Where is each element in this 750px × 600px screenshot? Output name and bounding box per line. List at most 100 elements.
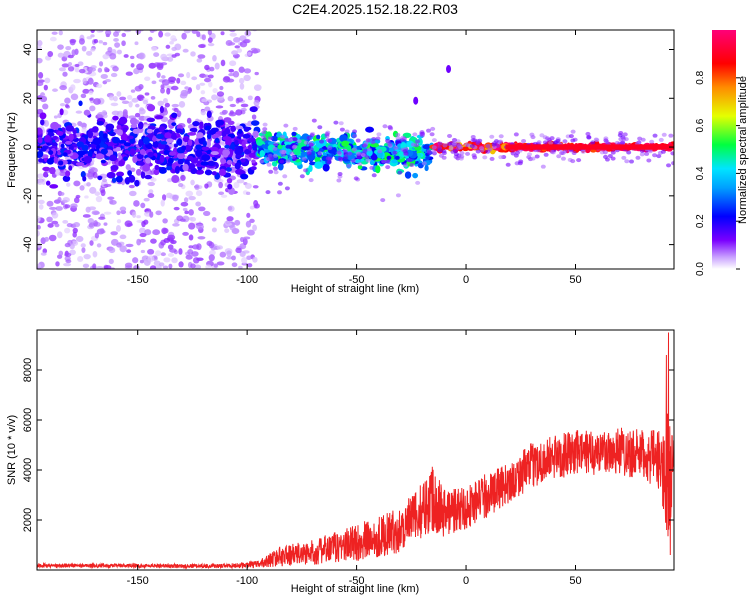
spectrogram-cell [259, 150, 265, 158]
snr-x-axis: -150 -100 -50 0 50 [127, 330, 582, 587]
spectrogram-cell [325, 156, 331, 161]
spectrogram-cell [44, 77, 51, 84]
snr-x-tick-label: -50 [349, 575, 365, 587]
spectrogram-cell [69, 243, 75, 250]
spectrogram-cell [251, 159, 256, 164]
spectrogram-cell [113, 38, 119, 42]
spectrogram-cell [123, 156, 128, 161]
spectrogram-cell [365, 138, 371, 143]
spectrogram-cell [472, 138, 478, 143]
spectrogram-cell [43, 171, 48, 178]
spectrogram-cell [203, 210, 211, 216]
spectrogram-cell [136, 238, 142, 246]
spectrogram-cell [254, 203, 260, 209]
spectrogram-cell [111, 177, 117, 183]
spectrogram-cell [98, 216, 106, 220]
spectrogram-cell [241, 140, 246, 148]
spectrogram-cell [357, 162, 363, 167]
spectrogram-cell [107, 196, 115, 200]
spectrogram-cell [431, 145, 437, 150]
spectrogram-cell [218, 168, 227, 176]
spectrogram-cell [99, 228, 105, 234]
spectrogram-cell [229, 103, 236, 108]
spectrogram-cell [635, 155, 641, 160]
spectrogram-cell [182, 48, 189, 53]
spectrogram-cell [666, 163, 672, 168]
spectrogram-cell [65, 170, 71, 177]
spectrogram-cell [37, 225, 41, 230]
spectrogram-cell [122, 127, 128, 133]
spectrogram-cell [160, 53, 168, 61]
spectrogram-cell [243, 236, 251, 240]
spectrogram-cell [139, 148, 146, 155]
spectrogram-cell [277, 144, 283, 150]
spectrogram-cell [131, 211, 137, 218]
spectrogram-cell [68, 133, 74, 141]
spectrogram-cell [347, 151, 353, 156]
spectrogram-cell [191, 251, 199, 257]
spectrogram-cell [141, 124, 150, 130]
spectrogram-cell [209, 66, 215, 72]
spectrogram-cell [180, 89, 189, 97]
spectrogram-cell [144, 76, 151, 82]
spectrogram-cell [139, 227, 146, 234]
snr-x-label: Height of straight line (km) [291, 583, 419, 595]
spectrogram-cell [412, 172, 419, 179]
spectrogram-cell [55, 206, 63, 211]
spectrogram-cell [148, 189, 154, 194]
spectrogram-cell [111, 136, 120, 144]
spectrogram-cell [87, 130, 94, 139]
spectrogram-cell [530, 135, 536, 140]
spectrogram-cell [326, 160, 332, 165]
spectrogram-cell [164, 102, 170, 108]
spectrogram-cell [77, 255, 84, 262]
spectrogram-cell [234, 140, 239, 145]
spectrogram-cell [211, 217, 217, 222]
spectrogram-cell [203, 74, 210, 78]
spectrogram-cell [62, 159, 68, 165]
spectrogram-cell [132, 257, 139, 264]
spectrogram-cell [58, 67, 66, 72]
spectrogram-cell [240, 158, 246, 163]
spectrogram-cell [237, 128, 243, 134]
spectrogram-cell [403, 151, 409, 156]
spectrogram-cell [450, 149, 456, 154]
spectrogram-cell [205, 264, 212, 269]
spectrogram-cell [158, 126, 166, 132]
spectrogram-cell [196, 31, 201, 38]
spectrogram-cell [219, 85, 224, 91]
spectrogram-cell [44, 30, 47, 31]
spectrogram-feature [413, 96, 419, 105]
spectrogram-cell [167, 56, 174, 62]
spectrogram-cell [190, 216, 197, 222]
spectrogram-cell [123, 142, 131, 147]
spectrogram-cell [576, 158, 582, 163]
spectrogram-cell [447, 133, 453, 138]
spectrogram-cell [139, 259, 145, 264]
spectrogram-cell [176, 110, 182, 118]
spectrogram-cell [118, 139, 127, 144]
spectrogram-cell [570, 138, 576, 143]
spectrogram-cell [154, 164, 160, 171]
spectrogram-cell [81, 126, 87, 134]
spectrogram-cell [249, 106, 258, 113]
spectrogram-cell [299, 174, 305, 179]
spectrogram-cell [593, 137, 599, 142]
spectrogram-cell [180, 174, 186, 182]
spectrogram-cell [171, 112, 178, 119]
spectrogram-cell [224, 144, 230, 149]
spectrogram-cell [668, 133, 674, 138]
spectrogram-cell [132, 155, 138, 164]
spectrogram-cell [168, 263, 173, 269]
spectrogram-cell [249, 218, 255, 223]
spectrogram-cell [236, 48, 243, 53]
spectrogram-cell [70, 84, 76, 91]
spectrogram-cell [146, 128, 153, 134]
spectrogram-cell [317, 125, 323, 130]
spectrogram-cell [204, 77, 212, 83]
spectrogram-cell [161, 227, 168, 234]
spectrogram-cell [366, 147, 372, 152]
spectrogram-cell [246, 255, 252, 260]
spectrogram-cell [102, 41, 108, 46]
spectrogram-cell [273, 170, 279, 175]
